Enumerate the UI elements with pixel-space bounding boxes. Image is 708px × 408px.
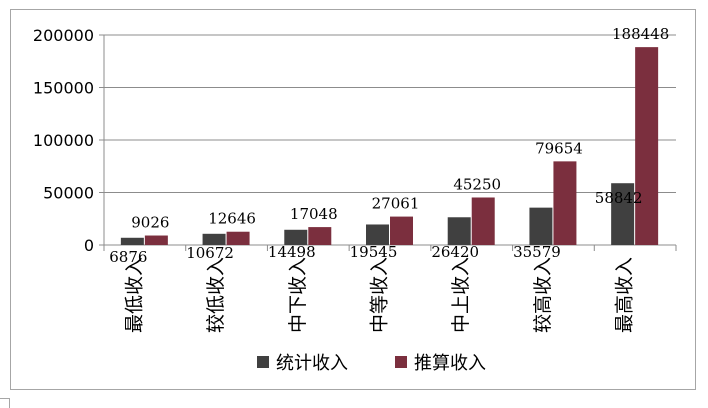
category-label: 最高收入: [614, 257, 636, 333]
category-label-group: 中上收入: [450, 257, 472, 333]
data-label: 14498: [268, 243, 316, 261]
bar-2: [144, 235, 168, 245]
data-label: 6876: [109, 248, 147, 266]
category-label: 中上收入: [450, 257, 472, 333]
data-label: 188448: [612, 25, 669, 43]
category-label-group: 较高收入: [532, 257, 554, 333]
legend-swatch-series-1: [257, 356, 269, 368]
bar-2: [471, 197, 495, 245]
data-label: 9026: [131, 214, 169, 232]
bar-2: [390, 216, 413, 245]
y-tick-label: 200000: [33, 26, 94, 45]
category-label: 较高收入: [532, 257, 554, 333]
category-label: 中下收入: [287, 257, 309, 333]
category-label-group: 中等收入: [369, 257, 391, 333]
data-label: 12646: [208, 210, 256, 228]
data-label: 10672: [186, 244, 234, 262]
axes: [99, 34, 677, 251]
y-tick-label: 150000: [33, 79, 94, 98]
data-label: 27061: [372, 195, 420, 213]
bar-1: [366, 224, 389, 245]
legend-label-series-1: 统计收入: [276, 353, 348, 374]
y-tick-label: 0: [84, 236, 94, 255]
category-label-group: 最低收入: [123, 257, 145, 333]
chart-frame: [10, 9, 696, 390]
y-tick-label: 100000: [33, 131, 94, 150]
category-label: 较低收入: [205, 257, 227, 333]
data-labels: 6876 9026 10672 12646 14498 17048 19545 27061 26…: [109, 25, 669, 266]
bar-2: [308, 227, 332, 245]
bar-1: [611, 183, 635, 245]
data-label: 26420: [431, 243, 479, 261]
bar-2: [553, 161, 577, 245]
bar-2: [226, 231, 250, 245]
bar-2: [635, 47, 659, 245]
bar-1: [529, 207, 553, 245]
legend: 统计收入 推算收入: [257, 353, 486, 374]
y-tick-labels: 0 50000 100000 150000 200000: [33, 26, 94, 255]
bar-1: [284, 229, 308, 245]
category-label: 最低收入: [123, 257, 145, 333]
bar-1: [120, 237, 144, 245]
bar-1: [447, 217, 471, 245]
category-label: 中等收入: [369, 257, 391, 333]
bar-1: [202, 233, 226, 245]
category-labels: 最低收入 较低收入 中下收入 中等收入 中上收入 较高收入 最高收入: [123, 257, 635, 333]
data-label: 58842: [595, 189, 643, 207]
gridlines: [104, 34, 676, 193]
data-label: 45250: [453, 175, 501, 193]
y-tick-label: 50000: [43, 184, 94, 203]
category-label-group: 最高收入: [614, 257, 636, 333]
data-label: 17048: [290, 205, 338, 223]
legend-swatch-series-2: [395, 356, 407, 368]
data-label: 79654: [535, 139, 583, 157]
data-label: 19545: [350, 243, 398, 261]
corner-mark: [0, 398, 10, 408]
data-label: 35579: [513, 243, 561, 261]
category-label-group: 较低收入: [205, 257, 227, 333]
category-label-group: 中下收入: [287, 257, 309, 333]
legend-label-series-2: 推算收入: [414, 353, 486, 374]
bars: [120, 47, 659, 245]
